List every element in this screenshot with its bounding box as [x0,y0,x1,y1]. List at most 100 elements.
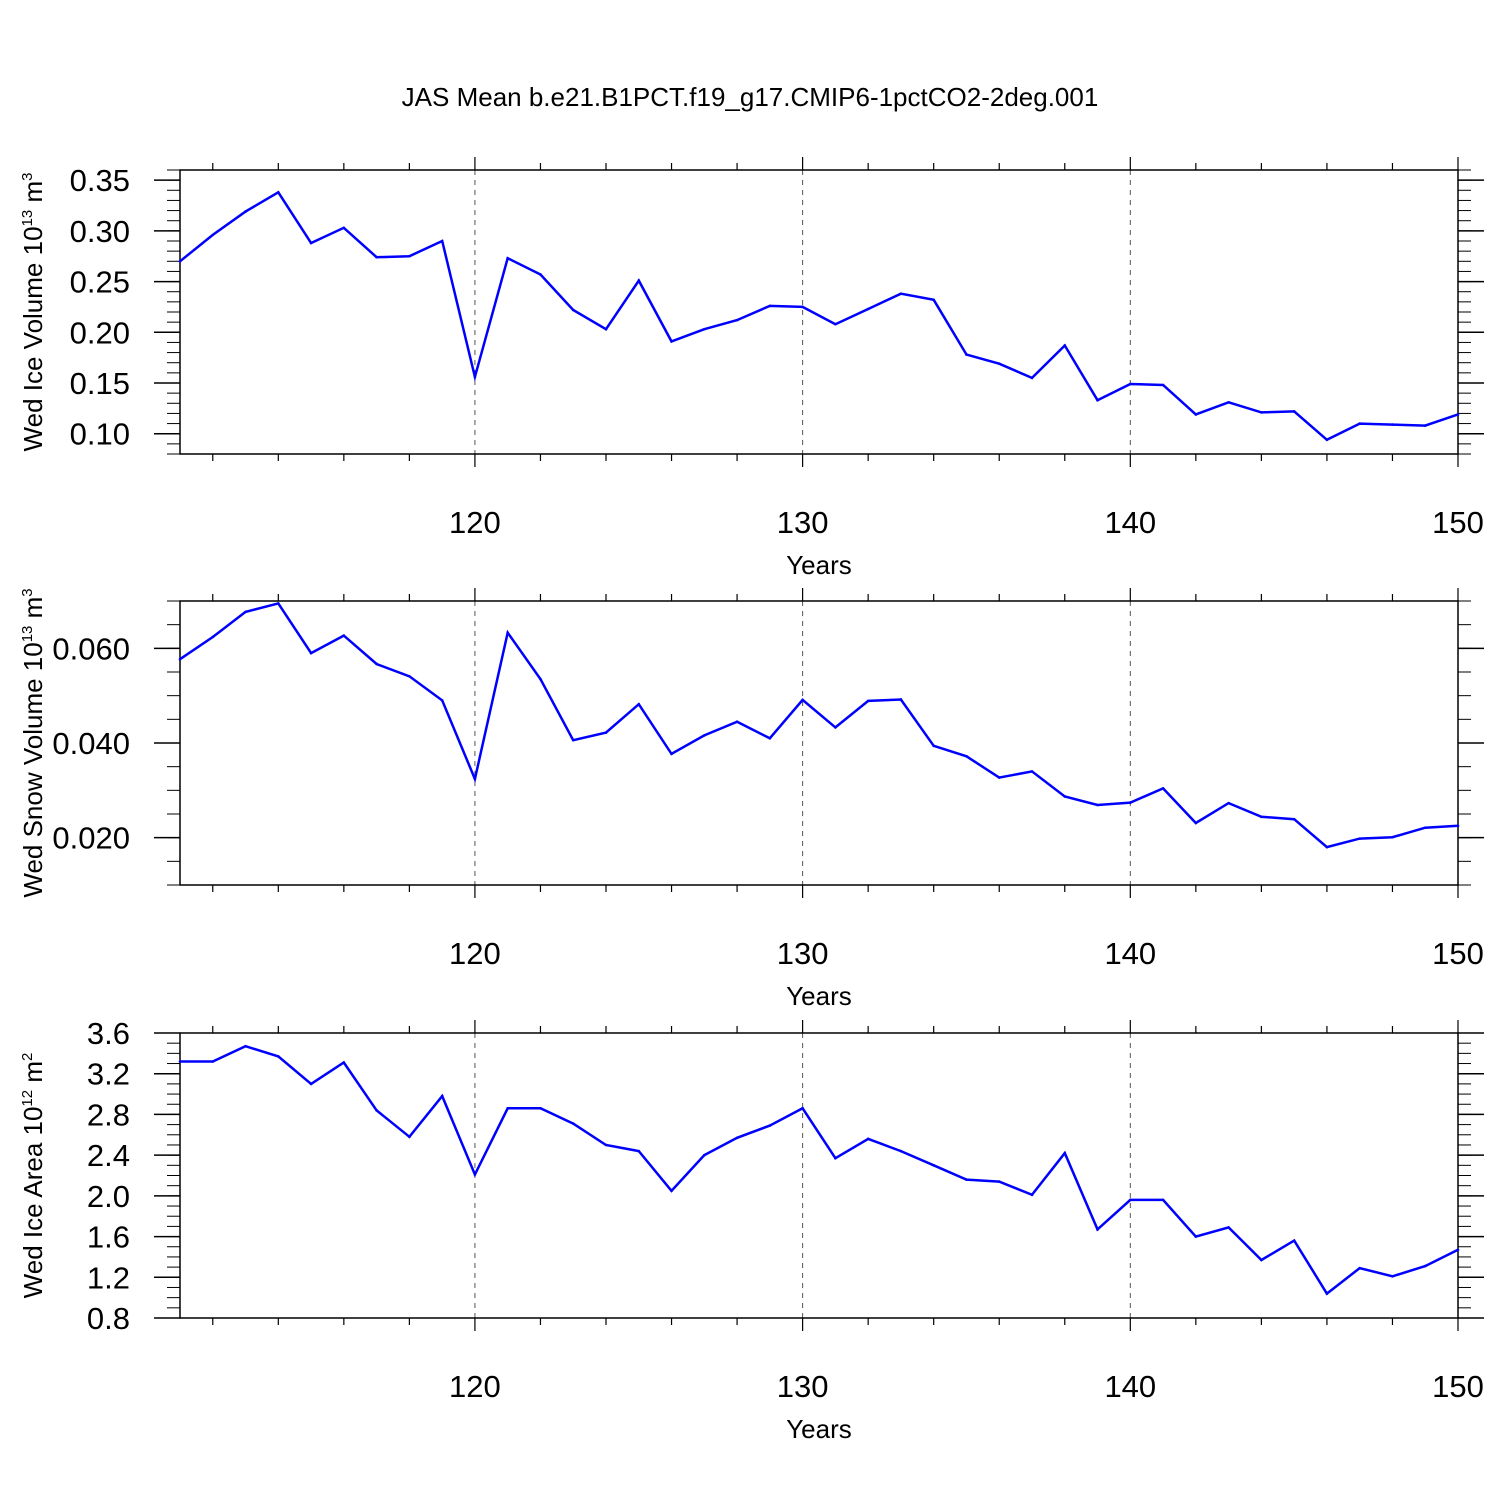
data-point [899,292,903,296]
data-point [670,1189,673,1193]
data-point [1391,423,1394,426]
data-point [899,698,903,701]
data-point [703,1153,706,1157]
x-tick-label: 130 [777,1369,829,1404]
y-axis-title-unit: m [18,1061,48,1090]
y-tick-label: 1.6 [87,1220,130,1255]
data-point [1456,824,1460,828]
data-point [1096,398,1099,402]
data-point [1030,770,1034,773]
data-point [801,698,804,702]
x-axis-title: Years [786,1414,852,1444]
data-point [1063,344,1067,347]
data-point [604,731,608,734]
x-tick-label: 120 [449,1369,501,1404]
data-point [604,327,608,331]
y-tick-label: 0.020 [52,821,130,856]
data-point [1227,400,1230,404]
chart-title: JAS Mean b.e21.B1PCT.f19_g17.CMIP6-1pctC… [402,82,1099,112]
data-point [1292,817,1296,821]
data-point [1358,422,1361,425]
data-point [932,298,935,302]
data-point [440,699,444,702]
y-axis-title: Wed Ice Volume 1013 m3 [18,173,48,452]
data-point [1161,1198,1165,1202]
x-tick-label: 140 [1104,1369,1156,1404]
x-tick-label: 140 [1104,505,1156,540]
data-point [571,1122,575,1125]
data-point [375,662,378,666]
y-tick-label: 0.10 [70,417,130,452]
data-point [506,631,509,635]
data-point [244,610,247,614]
data-point [1129,1198,1132,1202]
data-point [637,1149,641,1153]
data-point [539,677,542,681]
data-point [277,191,280,194]
data-point [1325,845,1329,849]
data-point [1063,1151,1067,1155]
data-point [997,362,1001,366]
data-point [408,1135,411,1139]
y-tick-label: 0.8 [87,1301,130,1336]
y-axis-title-main: Wed Ice Area 10 [18,1107,48,1299]
data-point [571,738,575,742]
data-point [309,241,313,245]
data-point [965,353,968,356]
data-point [735,720,739,723]
data-point [834,322,837,326]
y-tick-label: 2.4 [87,1138,130,1173]
data-point [178,1060,182,1063]
data-point [768,1124,772,1127]
y-tick-label: 0.20 [70,315,130,350]
data-point [440,239,444,243]
x-tick-label: 120 [449,936,501,971]
data-point [1096,803,1099,807]
data-point [768,304,772,308]
data-point [768,736,772,740]
data-point [244,1044,247,1048]
x-tick-label: 150 [1432,936,1484,971]
data-point [866,1137,870,1141]
data-point [997,1180,1001,1183]
data-point [1129,382,1132,386]
series-line [179,190,1459,442]
data-point [1325,438,1329,442]
y-axis-title-exponent: 13 [19,210,36,227]
data-point [277,602,280,605]
data-point [1358,1266,1361,1270]
data-point [1129,801,1132,804]
data-point [834,726,837,729]
y-tick-label: 3.6 [87,1016,130,1051]
data-point [571,308,575,312]
y-axis-title-unit: m [18,181,48,210]
x-tick-label: 140 [1104,936,1156,971]
data-point [735,318,739,322]
data-point [703,327,706,331]
data-point [604,1143,608,1147]
data-point [965,754,968,758]
data-point [473,1173,477,1176]
data-point [1260,815,1263,819]
plot-frame [179,1032,1459,1319]
data-point [1456,413,1460,416]
data-point [1161,787,1165,790]
data-point [1423,424,1427,427]
data-point [244,210,247,213]
data-point [899,1149,903,1153]
data-point [1096,1228,1099,1231]
data-point [735,1136,739,1140]
y-tick-label: 1.2 [87,1260,130,1295]
data-point [1227,1226,1230,1229]
x-axis-title: Years [786,550,852,580]
series-line [180,1044,1459,1296]
series-line [179,601,1459,849]
y-axis-title-main: Wed Ice Volume 10 [18,226,48,451]
data-point [342,1061,346,1064]
data-point [506,1107,509,1110]
panels: 0.10 0.15 0.20 0.25 0.30 0.35 120 130 140 150 Year… [18,157,1484,1444]
x-tick-label: 130 [777,505,829,540]
data-point [1260,411,1263,414]
data-point [1063,795,1067,798]
data-point [539,1107,542,1110]
